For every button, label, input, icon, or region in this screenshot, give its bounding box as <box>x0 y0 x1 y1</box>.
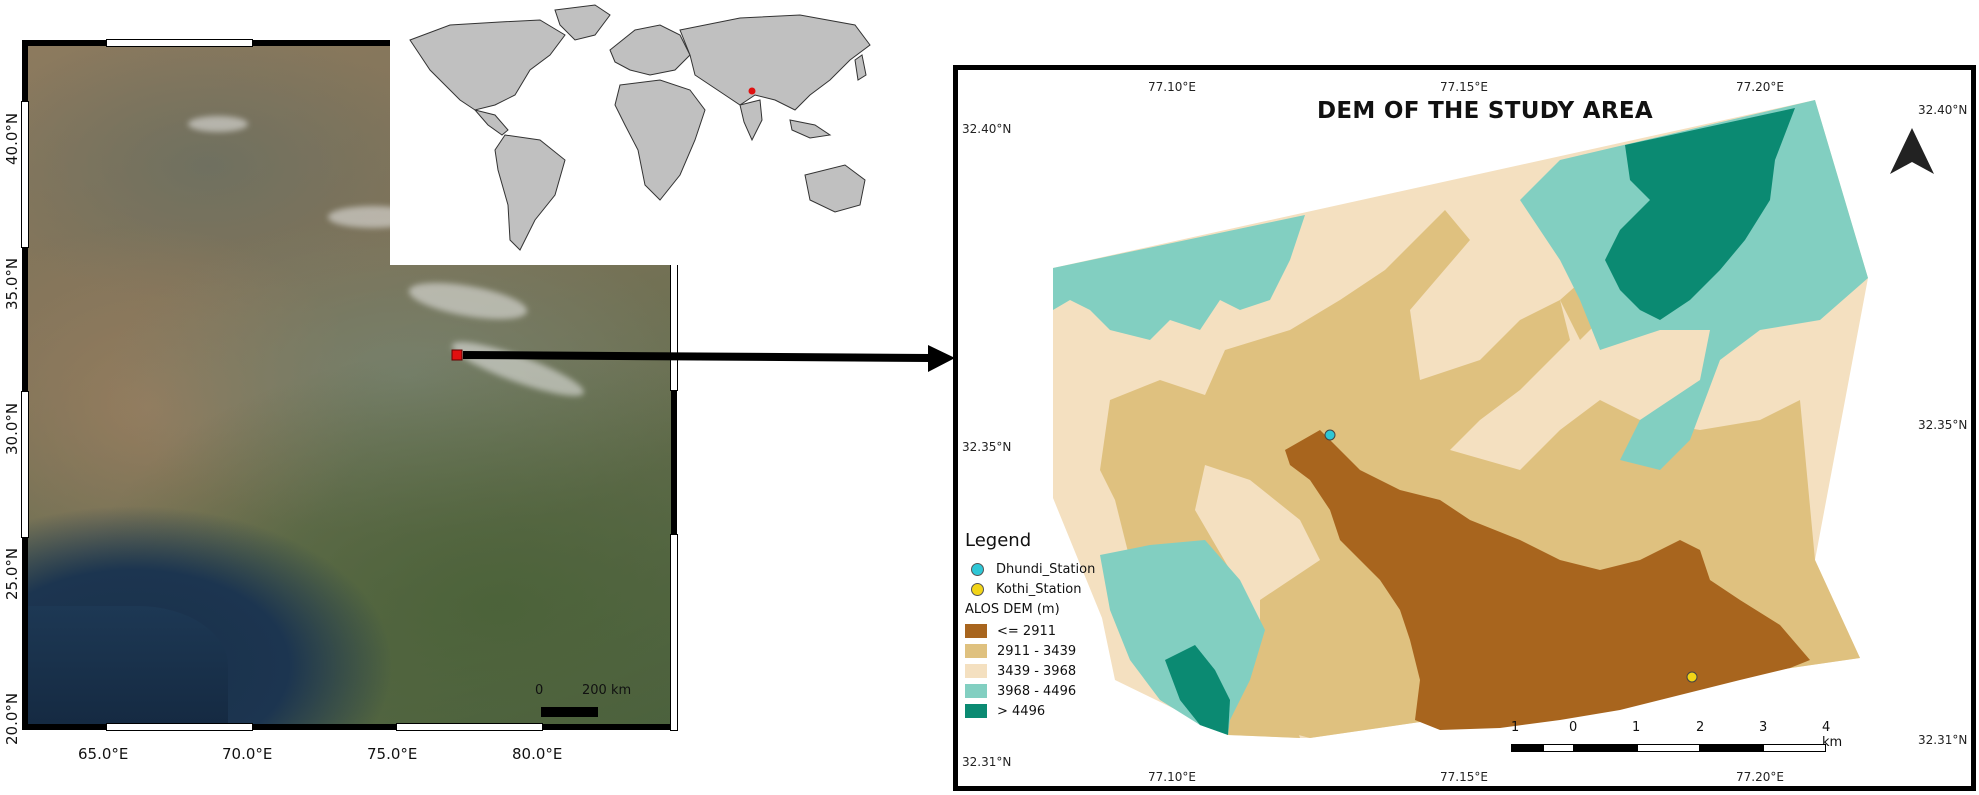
lon-tick-label: 70.0°E <box>222 745 273 763</box>
legend-label: Dhundi_Station <box>996 561 1096 577</box>
border-tick <box>542 724 677 730</box>
legend-label: <= 2911 <box>997 623 1057 639</box>
border-tick <box>106 39 253 47</box>
scale-label-zero: 0 <box>535 683 544 698</box>
border-tick <box>22 40 28 102</box>
legend-item: 3968 - 4496 <box>965 681 1095 701</box>
border-tick <box>21 101 29 248</box>
scale-label-length: 200 km <box>582 683 632 698</box>
legend-item: 2911 - 3439 <box>965 641 1095 661</box>
border-tick <box>252 724 397 730</box>
lat-tick-label: 32.31°N <box>1918 733 1968 747</box>
legend-title: Legend <box>965 530 1032 551</box>
color-swatch <box>965 704 987 718</box>
scale-label: 2 <box>1696 720 1705 735</box>
scale-label: 1 <box>1511 720 1520 735</box>
lat-tick-label: 32.31°N <box>962 755 1012 769</box>
world-inset-map <box>390 0 885 265</box>
lat-tick-label: 32.35°N <box>1918 418 1968 432</box>
border-tick <box>22 724 107 730</box>
lat-tick-label: 32.35°N <box>962 440 1012 454</box>
border-tick <box>252 40 397 46</box>
border-tick <box>671 390 677 535</box>
color-swatch <box>965 664 987 678</box>
legend-item: <= 2911 <box>965 621 1095 641</box>
point-symbol-icon <box>971 582 984 596</box>
north-arrow-icon <box>1890 128 1934 182</box>
legend-label: 3439 - 3968 <box>997 663 1077 679</box>
lon-tick-label: 77.20°E <box>1736 770 1784 784</box>
map-legend: Legend Dhundi_Station Kothi_Station ALOS… <box>965 530 1095 721</box>
legend-raster-title: ALOS DEM (m) <box>965 602 1060 617</box>
lat-tick-label: 32.40°N <box>962 122 1012 136</box>
lon-tick-label: 77.10°E <box>1148 770 1196 784</box>
border-tick <box>106 723 253 731</box>
legend-label: Kothi_Station <box>996 581 1082 597</box>
legend-label: > 4496 <box>997 703 1046 719</box>
arabian-sea <box>28 606 228 724</box>
border-tick <box>22 537 28 730</box>
color-swatch <box>965 684 987 698</box>
legend-item: Kothi_Station <box>965 579 1095 599</box>
study-area-marker <box>748 87 756 95</box>
border-tick <box>22 40 107 46</box>
lat-tick-label: 32.40°N <box>1918 103 1968 117</box>
dhundi-station-marker <box>1324 429 1336 441</box>
legend-item: Dhundi_Station <box>965 559 1095 579</box>
overview-scale-bar <box>541 707 598 717</box>
border-tick <box>22 247 28 392</box>
scale-label: 3 <box>1759 720 1768 735</box>
scale-label: 4 km <box>1822 720 1843 750</box>
lon-tick-label: 77.10°E <box>1148 80 1196 94</box>
color-swatch <box>965 644 987 658</box>
legend-label: 3968 - 4496 <box>997 683 1077 699</box>
border-tick <box>670 264 678 391</box>
point-symbol-icon <box>971 562 984 576</box>
lon-tick-label: 77.20°E <box>1736 80 1784 94</box>
color-swatch <box>965 624 987 638</box>
lon-tick-label: 77.15°E <box>1440 80 1488 94</box>
border-tick <box>670 534 678 731</box>
border-tick <box>21 391 29 538</box>
scale-label: 0 <box>1569 720 1578 735</box>
lon-tick-label: 75.0°E <box>367 745 418 763</box>
lon-tick-label: 65.0°E <box>78 745 129 763</box>
study-area-box <box>451 349 463 361</box>
lon-tick-label: 80.0°E <box>512 745 563 763</box>
scale-label: 1 <box>1632 720 1641 735</box>
border-tick <box>396 723 543 731</box>
kothi-station-marker <box>1686 671 1698 683</box>
legend-item: 3439 - 3968 <box>965 661 1095 681</box>
map-title: DEM OF THE STUDY AREA <box>1317 98 1653 124</box>
legend-item: > 4496 <box>965 701 1095 721</box>
legend-label: 2911 - 3439 <box>997 643 1077 659</box>
lon-tick-label: 77.15°E <box>1440 770 1488 784</box>
